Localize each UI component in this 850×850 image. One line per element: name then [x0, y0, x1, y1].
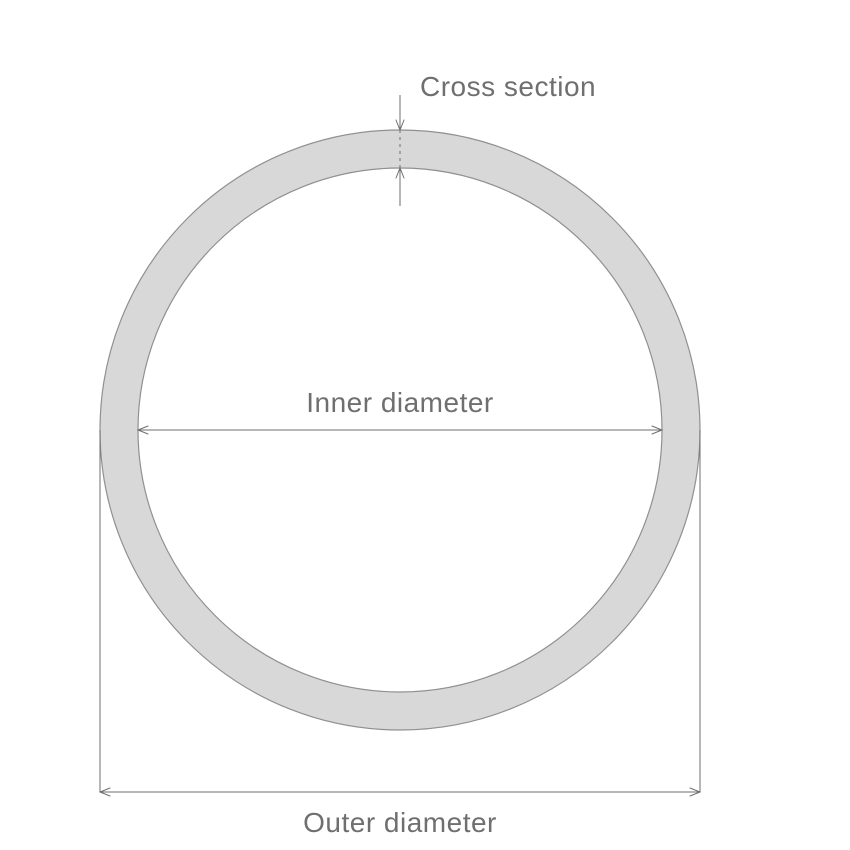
- outer-diameter-label: Outer diameter: [303, 807, 497, 838]
- inner-diameter-label: Inner diameter: [306, 387, 494, 418]
- cross-section-label: Cross section: [420, 71, 596, 102]
